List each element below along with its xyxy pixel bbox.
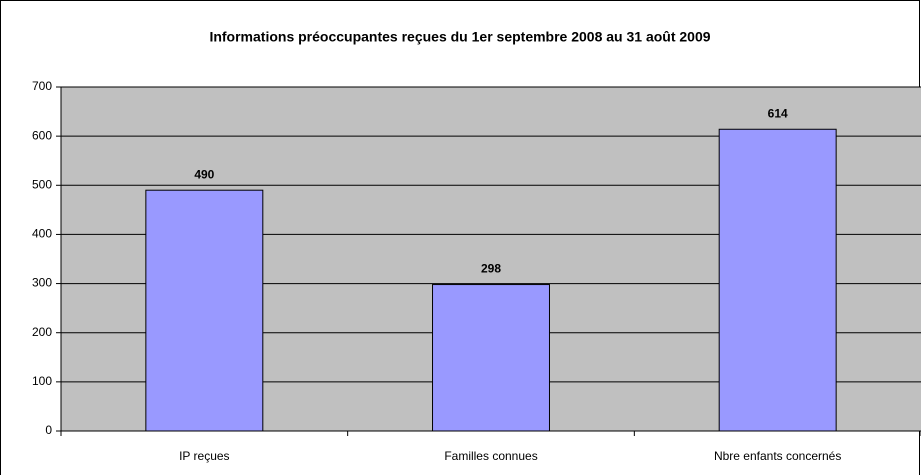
data-label: 614 <box>768 106 788 120</box>
y-tick-label: 200 <box>32 325 52 339</box>
y-tick-label: 700 <box>32 79 52 93</box>
data-label: 490 <box>194 167 214 181</box>
y-tick-label: 100 <box>32 374 52 388</box>
bar <box>432 284 550 432</box>
y-tick-label: 0 <box>45 423 52 437</box>
y-tick-label: 600 <box>32 128 52 142</box>
x-tick-label: Familles connues <box>444 449 537 463</box>
y-tick-label: 400 <box>32 227 52 241</box>
x-tick-label: Nbre enfants concernés <box>714 449 841 463</box>
y-tick-label: 300 <box>32 276 52 290</box>
chart-title: Informations préoccupantes reçues du 1er… <box>209 29 710 45</box>
y-tick-label: 500 <box>32 177 52 191</box>
data-label: 298 <box>481 262 501 276</box>
bar <box>145 189 264 432</box>
bar <box>718 128 837 432</box>
x-tick-label: IP reçues <box>179 449 229 463</box>
